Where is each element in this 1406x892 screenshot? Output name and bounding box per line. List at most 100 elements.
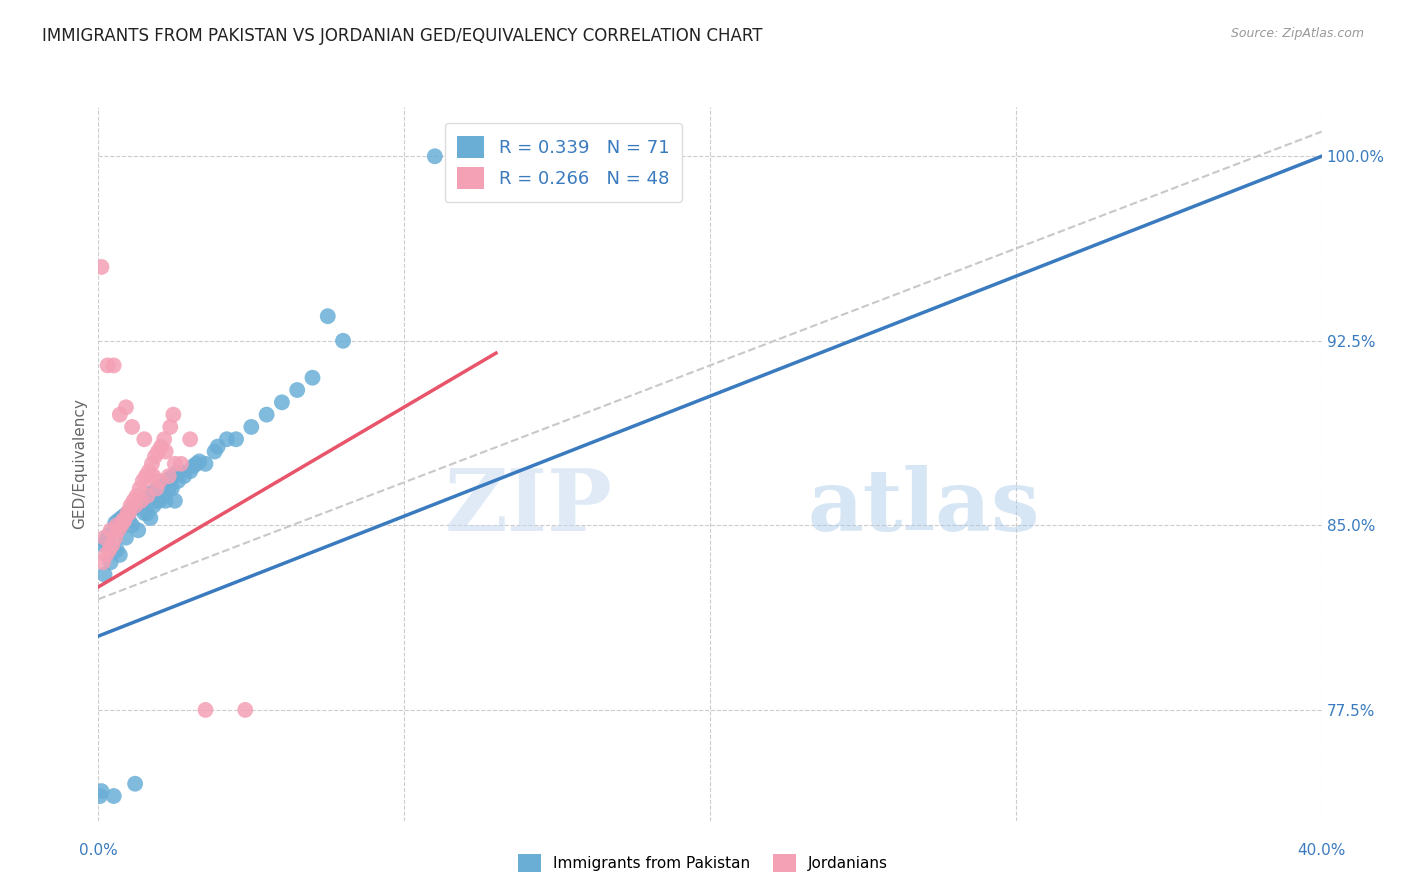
Point <box>101 538 124 552</box>
Point <box>100 555 122 569</box>
Point <box>97 359 120 373</box>
Point <box>129 493 152 508</box>
Text: IMMIGRANTS FROM PAKISTAN VS JORDANIAN GED/EQUIVALENCY CORRELATION CHART: IMMIGRANTS FROM PAKISTAN VS JORDANIAN GE… <box>42 27 762 45</box>
Point <box>132 493 155 508</box>
Legend: R = 0.339   N = 71, R = 0.266   N = 48: R = 0.339 N = 71, R = 0.266 N = 48 <box>444 123 682 202</box>
Point <box>122 493 145 508</box>
Point <box>162 469 184 483</box>
Point <box>169 464 191 478</box>
Point <box>207 440 229 454</box>
Point <box>181 459 204 474</box>
Point <box>121 518 143 533</box>
Point <box>143 450 166 464</box>
Point <box>188 454 211 468</box>
Point <box>233 703 256 717</box>
Point <box>97 531 120 545</box>
Point <box>101 525 124 540</box>
Point <box>127 523 149 537</box>
Point <box>100 523 122 537</box>
Point <box>104 516 127 530</box>
Point <box>91 538 114 552</box>
Point <box>153 476 176 491</box>
Point <box>118 506 141 520</box>
Point <box>163 457 186 471</box>
Point <box>270 395 294 409</box>
Point <box>111 518 134 533</box>
Point <box>120 503 142 517</box>
Point <box>141 486 163 500</box>
Point <box>111 513 134 527</box>
Point <box>155 444 177 458</box>
Point <box>157 469 180 483</box>
Point <box>423 149 446 163</box>
Point <box>153 432 176 446</box>
Point <box>225 432 247 446</box>
Point <box>145 482 167 496</box>
Point <box>215 432 238 446</box>
Point <box>155 493 177 508</box>
Point <box>132 474 155 488</box>
Point <box>91 555 114 569</box>
Point <box>316 309 339 323</box>
Point <box>167 474 190 488</box>
Point <box>149 474 172 488</box>
Point <box>120 499 142 513</box>
Point <box>152 489 174 503</box>
Point <box>128 496 150 510</box>
Point <box>107 523 129 537</box>
Point <box>143 483 166 498</box>
Point <box>89 789 111 803</box>
Point <box>110 518 132 533</box>
Point <box>134 506 156 520</box>
Point <box>90 260 112 274</box>
Point <box>94 548 117 562</box>
Point <box>160 482 183 496</box>
Point <box>285 383 308 397</box>
Point <box>115 531 138 545</box>
Point <box>179 464 201 478</box>
Point <box>138 464 160 478</box>
Point <box>112 508 135 523</box>
Point <box>170 457 193 471</box>
Point <box>117 506 139 520</box>
Point <box>146 444 169 458</box>
Point <box>141 457 163 471</box>
Point <box>179 432 201 446</box>
Point <box>301 370 323 384</box>
Point <box>136 489 159 503</box>
Point <box>138 489 160 503</box>
Point <box>157 482 180 496</box>
Point <box>142 469 165 483</box>
Point <box>204 444 226 458</box>
Point <box>105 518 128 533</box>
Point <box>186 457 208 471</box>
Point <box>104 531 127 545</box>
Point <box>110 511 132 525</box>
Point <box>94 535 117 549</box>
Point <box>145 493 167 508</box>
Point <box>156 474 179 488</box>
Point <box>134 432 156 446</box>
Text: atlas: atlas <box>808 465 1040 549</box>
Text: ZIP: ZIP <box>444 465 612 549</box>
Point <box>124 499 146 513</box>
Point <box>107 513 129 527</box>
Legend: Immigrants from Pakistan, Jordanians: Immigrants from Pakistan, Jordanians <box>510 846 896 880</box>
Point <box>135 469 157 483</box>
Point <box>194 703 217 717</box>
Point <box>149 493 172 508</box>
Point <box>162 408 184 422</box>
Point <box>125 489 148 503</box>
Point <box>165 467 187 481</box>
Point <box>118 513 141 527</box>
Point <box>108 408 131 422</box>
Point <box>128 482 150 496</box>
Point <box>103 359 125 373</box>
Point <box>194 457 217 471</box>
Point <box>115 401 138 415</box>
Point <box>146 482 169 496</box>
Text: 0.0%: 0.0% <box>79 843 118 858</box>
Point <box>98 528 121 542</box>
Point <box>93 531 115 545</box>
Point <box>136 506 159 520</box>
